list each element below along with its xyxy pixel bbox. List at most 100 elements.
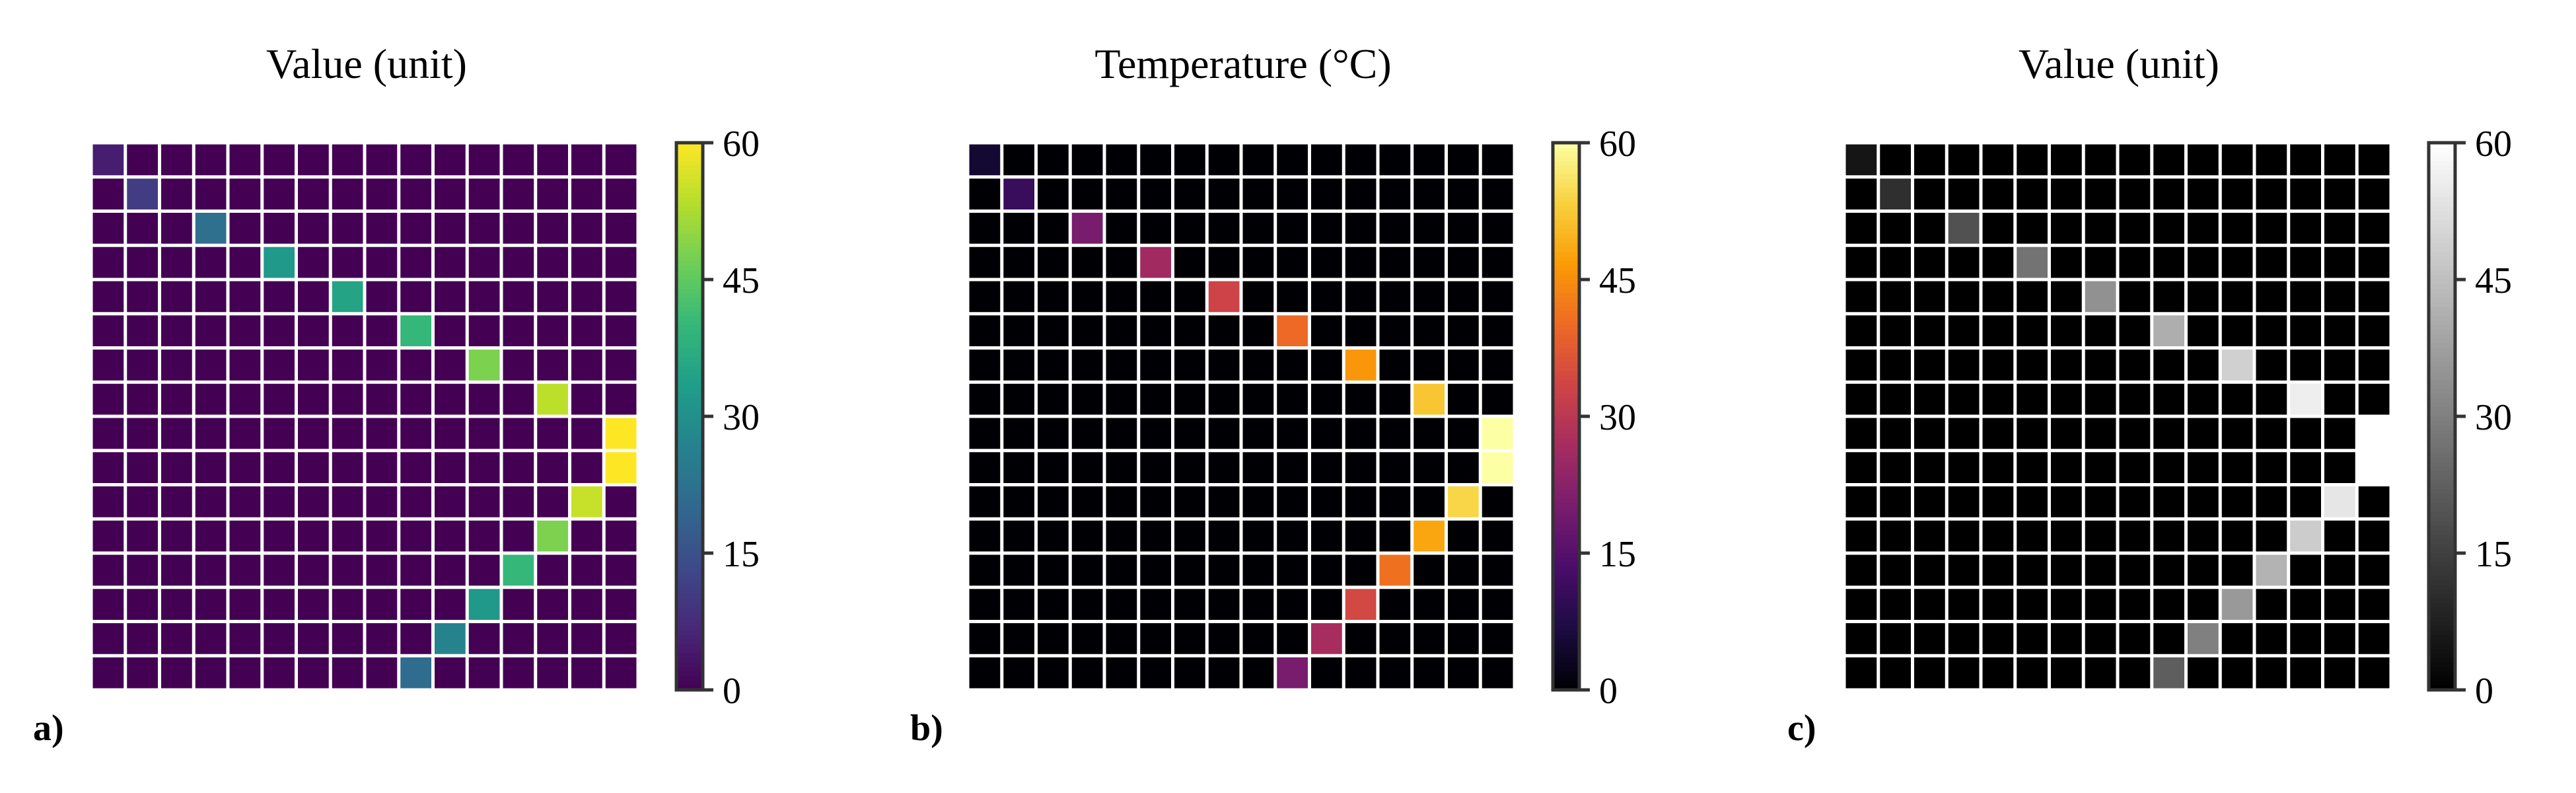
colorbar-gradient-step — [2429, 225, 2455, 230]
colorbar-gradient-step — [1553, 321, 1579, 326]
colorbar-gradient-step — [676, 640, 703, 645]
colorbar-gradient-step — [676, 398, 703, 403]
colorbar-gradient-step — [676, 626, 703, 631]
heatmap-cell — [92, 246, 124, 278]
heatmap-cell — [1448, 623, 1479, 654]
heatmap-cell — [503, 350, 534, 381]
heatmap-cell — [1948, 418, 1980, 449]
heatmap-cell — [229, 418, 261, 449]
heatmap-cell — [1208, 281, 1240, 313]
colorbar-gradient-step — [1553, 371, 1579, 376]
heatmap-cell — [468, 623, 500, 654]
heatmap-cell — [195, 178, 227, 209]
colorbar-gradient-step — [1553, 375, 1579, 381]
heatmap-cell — [2085, 486, 2116, 517]
heatmap-cell — [435, 589, 466, 620]
panel-label: a) — [33, 708, 64, 749]
heatmap-cell — [1948, 383, 1980, 415]
heatmap-cell — [537, 315, 568, 346]
colorbar-gradient-step — [676, 361, 703, 367]
heatmap-cell — [2290, 281, 2321, 313]
heatmap-cell — [969, 589, 1001, 620]
colorbar-gradient-step — [1553, 434, 1579, 440]
heatmap-cell — [2290, 554, 2321, 586]
colorbar-gradient-step — [2429, 229, 2455, 235]
heatmap-cell — [2221, 657, 2253, 689]
heatmap-cell — [1140, 144, 1171, 176]
heatmap-cell — [2085, 657, 2116, 689]
colorbar-gradient-step — [1553, 599, 1579, 604]
colorbar-gradient-step — [1553, 275, 1579, 280]
heatmap-cell — [366, 213, 398, 244]
heatmap-cell — [1482, 486, 1513, 517]
heatmap-cell — [1140, 486, 1171, 517]
heatmap-cell — [2256, 246, 2287, 278]
heatmap-cell — [2256, 554, 2287, 586]
heatmap-cell — [1003, 418, 1034, 449]
colorbar-gradient-step — [2429, 562, 2455, 568]
heatmap-cell — [127, 281, 158, 313]
colorbar-gradient-step — [2429, 184, 2455, 189]
colorbar-gradient-step — [1553, 511, 1579, 517]
heatmap-cell — [1448, 246, 1479, 278]
heatmap-cell — [161, 554, 192, 586]
heatmap-cell — [195, 144, 227, 176]
heatmap-cell — [1413, 246, 1445, 278]
colorbar-gradient-step — [2429, 174, 2455, 180]
colorbar-gradient-step — [676, 580, 703, 585]
colorbar-gradient-step — [2429, 430, 2455, 435]
heatmap-cell — [298, 315, 329, 346]
colorbar-gradient-step — [676, 270, 703, 276]
colorbar-gradient-step — [676, 594, 703, 599]
colorbar-gradient-step — [1553, 425, 1579, 431]
colorbar-gradient-step — [676, 516, 703, 522]
heatmap-cell — [2324, 418, 2355, 449]
heatmap-cell — [1482, 623, 1513, 654]
colorbar-gradient-step — [2429, 215, 2455, 221]
heatmap-cell — [1208, 350, 1240, 381]
colorbar-gradient-step — [2429, 626, 2455, 631]
heatmap-cell — [1845, 144, 1877, 176]
heatmap-cell — [1482, 657, 1513, 689]
heatmap-cell — [1242, 657, 1274, 689]
heatmap-cell — [605, 520, 637, 552]
heatmap-cell — [1277, 486, 1308, 517]
heatmap-cell — [1379, 589, 1411, 620]
heatmap-cell — [1482, 554, 1513, 586]
heatmap-cell — [1948, 281, 1980, 313]
heatmap-cell — [2017, 350, 2048, 381]
colorbar-gradient-step — [2429, 612, 2455, 618]
heatmap-cell — [366, 623, 398, 654]
colorbar-gradient-step — [2429, 243, 2455, 248]
colorbar-gradient-step — [2429, 480, 2455, 486]
heatmap-cell — [1242, 383, 1274, 415]
heatmap-cell — [195, 520, 227, 552]
colorbar-gradient-step — [2429, 151, 2455, 157]
heatmap-cell — [366, 657, 398, 689]
heatmap-cell — [1982, 178, 2014, 209]
colorbar-gradient-step — [2429, 525, 2455, 531]
colorbar-gradient-step — [2429, 147, 2455, 153]
heatmap-cell — [2324, 520, 2355, 552]
heatmap-cell — [2221, 623, 2253, 654]
heatmap-cell — [2119, 657, 2151, 689]
heatmap-cell — [1880, 246, 1911, 278]
heatmap-cell — [1948, 554, 1980, 586]
heatmap-cell — [537, 213, 568, 244]
heatmap-cell — [2017, 315, 2048, 346]
heatmap-cell — [1106, 144, 1137, 176]
heatmap-cell — [503, 452, 534, 483]
panel-c: Value (unit) 0 15 30 45 60 c) — [1787, 40, 2512, 749]
heatmap-cell — [2358, 144, 2390, 176]
colorbar-gradient-step — [1553, 334, 1579, 340]
heatmap-cell — [435, 383, 466, 415]
panel-label: b) — [910, 708, 943, 749]
heatmap-cell — [1003, 383, 1034, 415]
heatmap-cell — [1208, 452, 1240, 483]
colorbar-gradient-step — [2429, 566, 2455, 572]
colorbar-gradient-step — [1553, 170, 1579, 175]
heatmap-cell — [1038, 623, 1069, 654]
heatmap-cell — [2119, 281, 2151, 313]
heatmap-cell — [92, 350, 124, 381]
colorbar-gradient-step — [1553, 576, 1579, 581]
